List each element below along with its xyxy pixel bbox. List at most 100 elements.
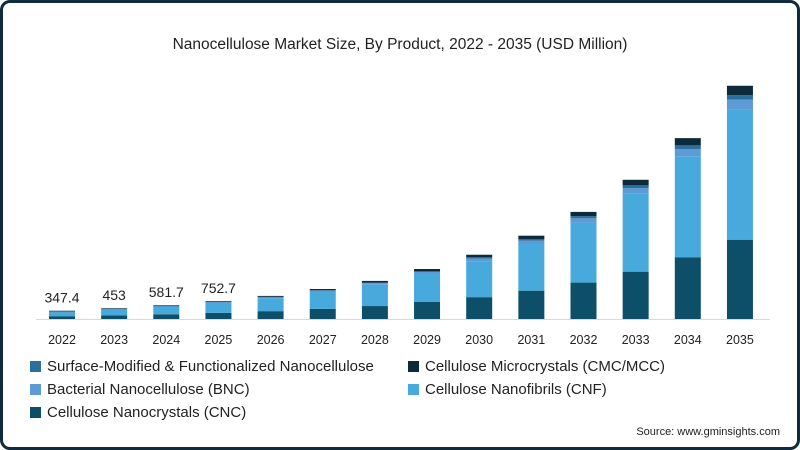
legend-label: Cellulose Microcrystals (CMC/MCC) (425, 358, 666, 375)
legend-item: Bacterial Nanocellulose (BNC) (30, 381, 250, 398)
bar-segment-2027-s1 (309, 292, 336, 309)
bar-segment-2026-s4 (257, 295, 284, 297)
bar-segment-2030-s2 (466, 258, 493, 262)
bar-segment-2023-s3 (101, 308, 128, 310)
legend-swatch (30, 361, 41, 372)
bar-segment-2035-s2 (726, 99, 753, 110)
bar-segment-2033-s2 (622, 188, 649, 194)
x-tick-label: 2025 (205, 333, 233, 347)
data-label-total: 347.4 (44, 290, 79, 306)
bar-segment-2034-s2 (674, 148, 701, 157)
bar-segment-2023-s4 (101, 308, 128, 309)
source-note: Source: www.gminsights.com (636, 426, 780, 438)
x-tick-label: 2030 (465, 333, 493, 347)
bar-segment-2029-s3 (414, 271, 441, 273)
x-tick-label: 2031 (517, 333, 545, 347)
bar-segment-2030-s1 (466, 261, 493, 298)
bar-segment-2032-s4 (570, 211, 597, 217)
bar-segment-2035-s1 (726, 109, 753, 240)
bar-segment-2026-s1 (257, 298, 284, 312)
bar-segment-2025-s0 (205, 312, 232, 319)
bar-segment-2027-s4 (309, 289, 336, 291)
bar-segment-2029-s4 (414, 269, 441, 272)
bar-segment-2024-s0 (153, 314, 180, 319)
legend-item: Surface-Modified & Functionalized Nanoce… (30, 358, 374, 375)
legend-label: Cellulose Nanofibrils (CNF) (425, 381, 607, 398)
bar-segment-2029-s1 (414, 274, 441, 303)
bar-segment-2023-s0 (101, 315, 128, 319)
bar-segment-2031-s3 (518, 239, 545, 241)
bar-segment-2033-s1 (622, 193, 649, 272)
legend-swatch (408, 384, 419, 395)
bar-segment-2035-s3 (726, 95, 753, 100)
bar-segment-2030-s4 (466, 254, 493, 258)
bar-segment-2026-s3 (257, 296, 284, 298)
bar-segment-2028-s4 (361, 280, 388, 283)
bar-segment-2035-s4 (726, 85, 753, 96)
data-label-total: 581.7 (149, 284, 184, 300)
data-label-total: 453 (102, 287, 126, 303)
bar-segment-2025-s3 (205, 301, 232, 303)
bar-segment-2031-s0 (518, 290, 545, 319)
bar-segment-2028-s3 (361, 282, 388, 284)
bar-segment-2028-s1 (361, 284, 388, 307)
bar-segment-2032-s0 (570, 282, 597, 319)
bar-segment-2032-s3 (570, 216, 597, 219)
bar-segment-2022-s4 (49, 310, 75, 312)
bar-segment-2032-s2 (570, 218, 597, 223)
bar-segment-2022-s1 (49, 311, 75, 317)
bar-segment-2030-s0 (466, 297, 493, 319)
legend-label: Cellulose Nanocrystals (CNC) (47, 404, 247, 421)
legend-item: Cellulose Nanofibrils (CNF) (408, 381, 607, 398)
bar-segment-2022-s0 (49, 316, 75, 319)
bar-segment-2025-s4 (205, 301, 232, 302)
bar-segment-2034-s1 (674, 156, 701, 258)
x-tick-label: 2024 (152, 333, 180, 347)
bar-segment-2025-s2 (205, 302, 232, 303)
bar-segment-2034-s3 (674, 145, 701, 149)
x-tick-label: 2029 (413, 333, 441, 347)
legend-label: Surface-Modified & Functionalized Nanoce… (47, 358, 374, 375)
x-tick-label: 2026 (257, 333, 285, 347)
bar-segment-2024-s3 (153, 305, 180, 307)
x-tick-label: 2033 (622, 333, 650, 347)
x-tick-label: 2034 (674, 333, 702, 347)
bar-segment-2023-s1 (101, 309, 128, 316)
bar-segment-2034-s4 (674, 138, 701, 146)
x-tick-label: 2022 (48, 333, 76, 347)
legend-item: Cellulose Microcrystals (CMC/MCC) (408, 358, 665, 375)
bar-segment-2028-s2 (361, 283, 388, 285)
bar-segment-2032-s1 (570, 222, 597, 283)
bar-segment-2022-s3 (49, 311, 75, 312)
bar-segment-2031-s1 (518, 244, 545, 291)
bar-segment-2033-s3 (622, 185, 649, 189)
bar-segment-2025-s1 (205, 302, 232, 313)
bar-segment-2029-s0 (414, 302, 441, 319)
bar-segment-2027-s2 (309, 290, 336, 293)
bar-segment-2035-s0 (726, 239, 753, 319)
bar-segment-2024-s4 (153, 305, 180, 306)
bar-segment-2034-s0 (674, 257, 701, 319)
data-label-total: 752.7 (201, 280, 236, 296)
legend-swatch (30, 407, 41, 418)
bar-segment-2033-s4 (622, 179, 649, 186)
x-tick-label: 2027 (309, 333, 337, 347)
x-tick-label: 2032 (570, 333, 598, 347)
bar-segment-2027-s0 (309, 308, 336, 319)
bar-segment-2033-s0 (622, 271, 649, 319)
x-tick-label: 2028 (361, 333, 389, 347)
bar-segment-2026-s0 (257, 311, 284, 319)
bar-segment-2031-s2 (518, 240, 545, 245)
legend-swatch (30, 384, 41, 395)
bar-segment-2029-s2 (414, 272, 441, 275)
legend-item: Cellulose Nanocrystals (CNC) (30, 404, 246, 421)
x-tick-label: 2035 (726, 333, 754, 347)
legend-swatch (408, 361, 419, 372)
bar-segment-2024-s2 (153, 305, 180, 307)
bar-segment-2028-s0 (361, 306, 388, 319)
bar-segment-2027-s3 (309, 290, 336, 291)
bar-segment-2030-s3 (466, 257, 493, 259)
chart-title: Nanocellulose Market Size, By Product, 2… (172, 36, 628, 53)
bar-segment-2024-s1 (153, 306, 180, 315)
